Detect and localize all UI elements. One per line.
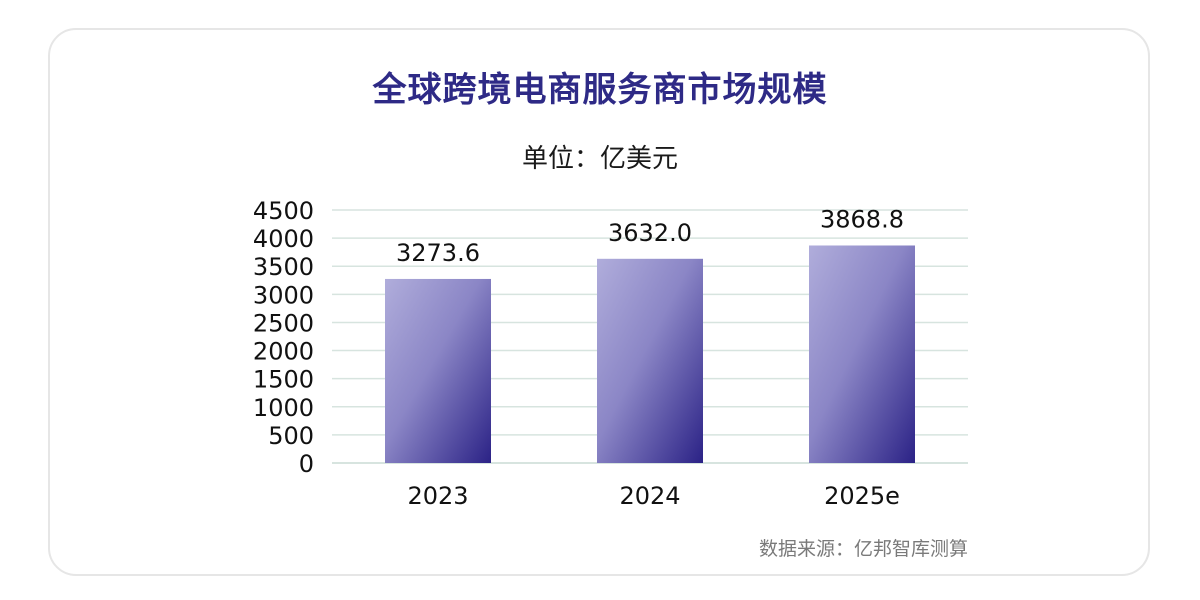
x-category-label: 2023	[407, 482, 468, 510]
y-tick-label: 2000	[253, 338, 314, 366]
y-tick-label: 4500	[253, 197, 314, 225]
bars	[385, 245, 915, 463]
bar-value-label: 3632.0	[608, 219, 692, 247]
y-tick-label: 1500	[253, 366, 314, 394]
y-tick-label: 3500	[253, 253, 314, 281]
x-axis-categories: 2023 2024 2025e	[407, 482, 899, 510]
data-labels: 3273.6 3632.0 3868.8	[396, 205, 904, 266]
bar	[809, 245, 915, 463]
source-note: 数据来源：亿邦智库测算	[758, 538, 968, 560]
x-category-label: 2025e	[824, 482, 900, 510]
chart-subtitle: 单位：亿美元	[521, 144, 678, 174]
bar	[597, 258, 703, 463]
y-tick-label: 2500	[253, 309, 314, 337]
x-category-label: 2024	[619, 482, 680, 510]
bar	[385, 278, 491, 463]
bar-value-label: 3273.6	[396, 239, 480, 267]
y-tick-label: 500	[268, 422, 314, 450]
y-tick-label: 0	[299, 450, 314, 478]
y-tick-label: 4000	[253, 225, 314, 253]
bar-value-label: 3868.8	[820, 205, 904, 233]
chart-title: 全球跨境电商服务商市场规模	[372, 70, 828, 110]
y-tick-label: 3000	[253, 281, 314, 309]
y-tick-label: 1000	[253, 394, 314, 422]
